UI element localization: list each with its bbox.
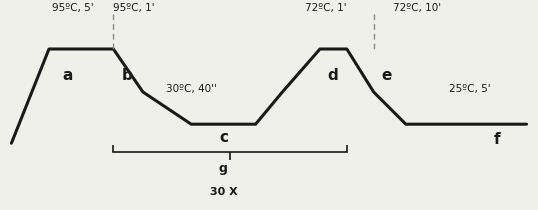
Text: e: e xyxy=(382,68,392,83)
Text: c: c xyxy=(219,130,228,145)
Text: g: g xyxy=(219,162,228,175)
Text: 95ºC, 1': 95ºC, 1' xyxy=(113,3,154,13)
Text: 72ºC, 10': 72ºC, 10' xyxy=(393,3,441,13)
Text: b: b xyxy=(122,68,132,83)
Text: 30ºC, 40'': 30ºC, 40'' xyxy=(166,84,217,94)
Text: 30 X: 30 X xyxy=(209,187,237,197)
Text: 95ºC, 5': 95ºC, 5' xyxy=(52,3,94,13)
Text: 25ºC, 5': 25ºC, 5' xyxy=(449,84,491,94)
Text: d: d xyxy=(327,68,338,83)
Text: a: a xyxy=(62,68,73,83)
Text: f: f xyxy=(494,132,500,147)
Text: 72ºC, 1': 72ºC, 1' xyxy=(305,3,346,13)
